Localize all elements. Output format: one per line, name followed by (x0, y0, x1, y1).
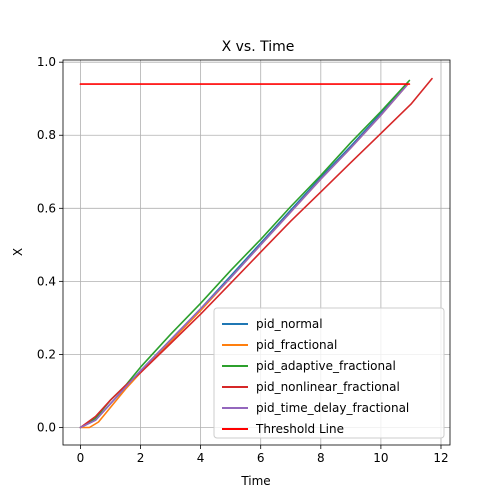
series-line-pid-time-delay-fractional (79, 85, 408, 429)
series-line-pid-nonlinear-fractional (79, 77, 433, 429)
axes-frame (62, 59, 451, 446)
legend-box (213, 307, 445, 439)
x-tick-label: 0 (77, 451, 85, 465)
y-tick-label: 0.2 (37, 347, 56, 361)
legend-label: pid_adaptive_fractional (256, 359, 396, 373)
ticks: 0 2 4 6 8 10 12 0.0 0.2 0.4 0.6 0.8 1.0 (37, 55, 449, 465)
y-tick-label: 0.0 (37, 420, 56, 434)
x-tick-label: 12 (433, 451, 448, 465)
y-tick-label: 1.0 (37, 55, 56, 69)
legend-label: pid_normal (256, 317, 323, 331)
x-tick-label: 8 (317, 451, 325, 465)
x-tick-label: 4 (197, 451, 205, 465)
legend: pid_normal pid_fractional pid_adaptive_fra… (213, 307, 445, 439)
series-group (79, 77, 433, 429)
chart-title: X vs. Time (222, 39, 295, 55)
legend-label: pid_fractional (256, 338, 337, 352)
x-tick-label: 10 (373, 451, 388, 465)
x-axis-label: Time (240, 474, 270, 488)
y-tick-label: 0.6 (37, 201, 56, 215)
x-tick-label: 2 (137, 451, 145, 465)
legend-label: Threshold Line (255, 422, 344, 436)
legend-label: pid_nonlinear_fractional (256, 380, 400, 394)
y-tick-label: 0.4 (37, 274, 56, 288)
x-tick-label: 6 (257, 451, 265, 465)
legend-label: pid_time_delay_fractional (256, 401, 409, 415)
y-tick-label: 0.8 (37, 128, 56, 142)
y-axis-label: X (11, 248, 25, 256)
